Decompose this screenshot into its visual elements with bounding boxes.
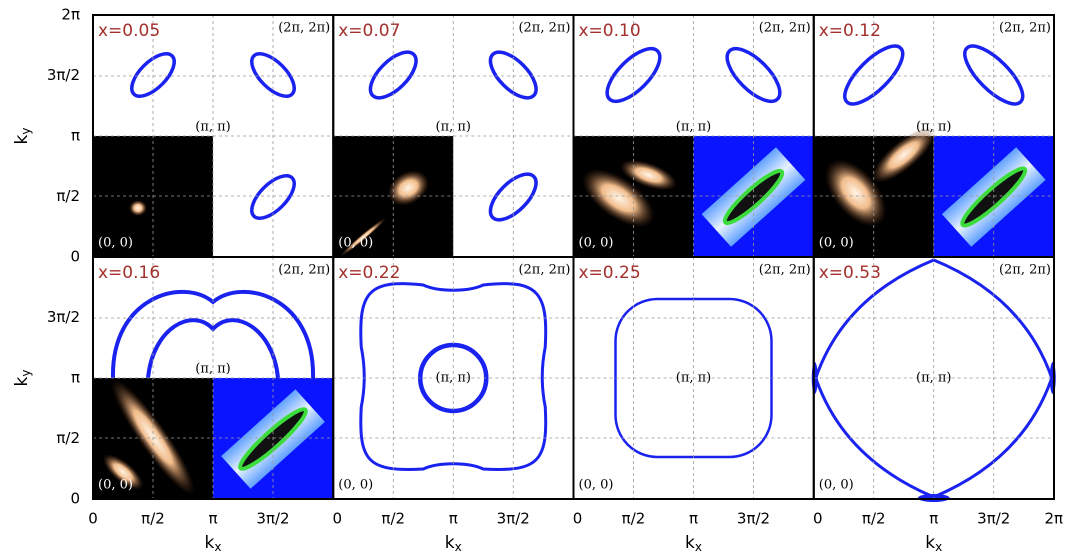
figure: x=0.05 (2π, 2π) (π, π) (0, 0) x=0.07 (2π, 2π)… [0,0,1068,554]
x-tick-label: π/2 [622,510,646,528]
panel: x=0.16 (2π, 2π) (π, π) (0, 0) [93,257,333,502]
axis-letter: k [685,533,695,553]
panel: x=0.25 (2π, 2π) (π, π) (0, 0) [574,257,814,499]
y-tick-label: π/2 [56,429,80,447]
x-tick-label: π/2 [141,510,165,528]
origin-label: (0, 0) [338,236,373,251]
corner-label: (2π, 2π) [278,21,330,36]
doping-label: x=0.22 [338,263,400,283]
axis-letter: k [12,376,32,386]
center-label: (π, π) [436,120,472,135]
center-label: (π, π) [916,120,952,135]
origin-label: (0, 0) [579,236,614,251]
y-tick-label: π [71,127,80,145]
y-tick-label: 0 [70,490,80,508]
y-tick-label: 0 [70,248,80,266]
axis-subscript: y [19,128,33,135]
origin-label: (0, 0) [819,478,854,493]
corner-label: (2π, 2π) [999,263,1051,278]
x-tick-label: π/2 [862,510,886,528]
y-axis-label: ky [12,128,33,145]
x-tick-label: 0 [573,510,583,528]
doping-label: x=0.07 [338,21,400,41]
corner-label: (2π, 2π) [278,263,330,278]
origin-label: (0, 0) [98,478,133,493]
corner-label: (2π, 2π) [999,21,1051,36]
x-tick-label: 0 [332,510,342,528]
arpes-intensity [129,200,147,216]
center-label: (π, π) [676,371,712,386]
axis-letter: k [205,533,215,553]
corner-label: (2π, 2π) [759,21,811,36]
y-tick-label: 2π [61,6,80,24]
doping-label: x=0.53 [819,263,881,283]
panel: x=0.07 (2π, 2π) (π, π) (0, 0) [333,15,573,259]
y-axis-label: ky [12,370,33,387]
y-tick-label: 3π/2 [47,66,80,84]
x-tick-label: 3π/2 [737,510,770,528]
y-tick-label: π/2 [56,187,80,205]
x-tick-label: π [929,510,938,528]
axis-subscript: x [695,540,702,554]
x-axis-label: kx [445,533,462,554]
axis-letter: k [445,533,455,553]
x-tick-label: π [208,510,217,528]
corner-label: (2π, 2π) [759,263,811,278]
y-tick-label: π [71,369,80,387]
x-tick-label: π [449,510,458,528]
doping-label: x=0.16 [98,263,160,283]
center-label: (π, π) [195,362,231,377]
axis-letter: k [925,533,935,553]
y-tick-label: 3π/2 [47,308,80,326]
x-tick-label: 3π/2 [497,510,530,528]
x-tick-label: 3π/2 [256,510,289,528]
x-tick-label: 2π [1044,510,1063,528]
panel: x=0.05 (2π, 2π) (π, π) (0, 0) [93,15,333,257]
panel: x=0.10 (2π, 2π) (π, π) (0, 0) [573,15,814,257]
x-tick-label: π/2 [381,510,405,528]
x-tick-label: 3π/2 [977,510,1010,528]
panel: x=0.53 (2π, 2π) (π, π) (0, 0) [812,257,1056,502]
origin-label: (0, 0) [338,478,373,493]
panel: x=0.12 (2π, 2π) (π, π) (0, 0) [813,15,1054,257]
axis-subscript: x [455,540,462,554]
corner-label: (2π, 2π) [518,263,570,278]
corner-label: (2π, 2π) [518,21,570,36]
origin-label: (0, 0) [579,478,614,493]
origin-label: (0, 0) [98,236,133,251]
center-label: (π, π) [436,371,472,386]
x-tick-label: 0 [813,510,823,528]
x-tick-label: π [689,510,698,528]
center-label: (π, π) [676,120,712,135]
doping-label: x=0.25 [579,263,641,283]
x-axis-label: kx [685,533,702,554]
x-axis-label: kx [205,533,222,554]
axis-subscript: x [935,540,942,554]
center-label: (π, π) [195,120,231,135]
x-axis-label: kx [925,533,942,554]
doping-label: x=0.12 [819,21,881,41]
origin-label: (0, 0) [819,236,854,251]
axis-letter: k [12,134,32,144]
center-label: (π, π) [916,371,952,386]
x-tick-label: 0 [88,510,98,528]
axis-subscript: x [214,540,221,554]
axis-subscript: y [19,370,33,377]
panel: x=0.22 (2π, 2π) (π, π) (0, 0) [333,257,573,499]
doping-label: x=0.05 [98,21,160,41]
doping-label: x=0.10 [579,21,641,41]
